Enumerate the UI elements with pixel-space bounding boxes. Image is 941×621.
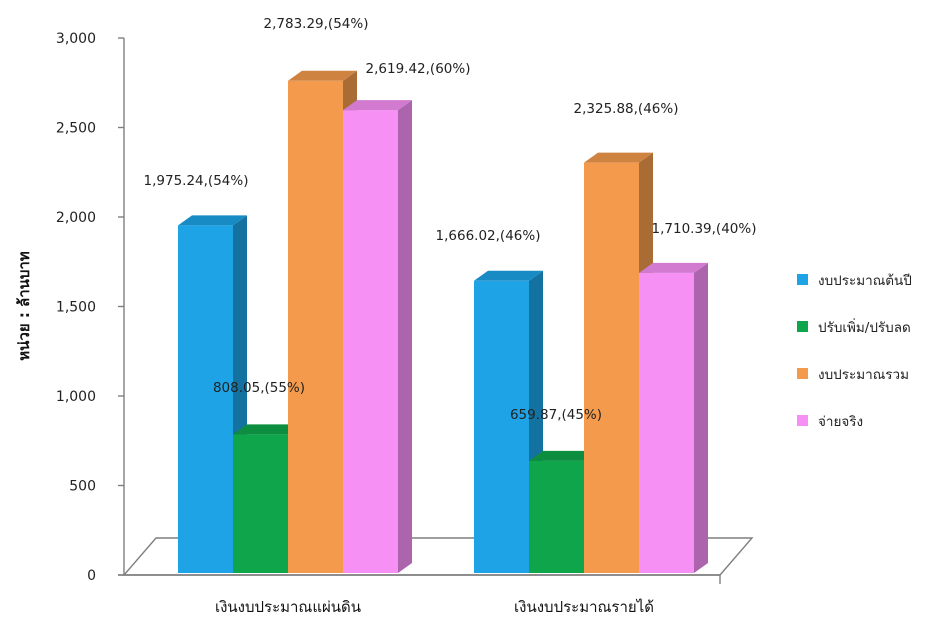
legend-label: งบประมาณต้นปี — [818, 273, 912, 289]
bar-top — [639, 262, 708, 273]
bar — [343, 110, 398, 574]
data-label: 2,619.42,(60%) — [366, 61, 471, 77]
x-tick-label: เงินงบประมาณแผ่นดิน — [215, 598, 361, 616]
data-label: 2,325.88,(46%) — [574, 101, 679, 117]
y-tick-label: 500 — [69, 479, 96, 495]
y-tick-label: 3,000 — [56, 31, 96, 47]
bar — [178, 225, 233, 573]
bar-top — [529, 450, 598, 461]
data-label: 1,975.24,(54%) — [144, 173, 249, 189]
y-tick-label: 2,500 — [56, 121, 96, 137]
y-tick-label: 1,500 — [56, 300, 96, 316]
x-tick-label: เงินงบประมาณรายได้ — [514, 598, 654, 616]
legend-label: งบประมาณรวม — [818, 367, 909, 383]
bar-top — [584, 152, 653, 163]
y-tick-label: 1,000 — [56, 389, 96, 405]
bar-top — [233, 424, 302, 435]
data-label: 2,783.29,(54%) — [264, 16, 369, 32]
legend-swatch — [797, 274, 808, 285]
bar-top — [343, 100, 412, 111]
y-axis-label: หน่วย : ล้านบาท — [15, 251, 33, 361]
legend-label: จ่ายจริง — [818, 414, 863, 430]
bar — [529, 460, 584, 573]
bar — [288, 80, 343, 574]
bar-top — [474, 270, 543, 281]
bar — [639, 272, 694, 573]
legend-swatch — [797, 321, 808, 332]
legend-swatch — [797, 415, 808, 426]
data-label: 659.87,(45%) — [510, 407, 602, 423]
bar-top — [288, 70, 357, 81]
legend-swatch — [797, 368, 808, 379]
bar-top — [178, 215, 247, 226]
bar-side — [694, 262, 708, 573]
data-label: 1,666.02,(46%) — [436, 228, 541, 244]
y-tick-label: 0 — [87, 568, 96, 584]
legend-label: ปรับเพิ่ม/ปรับลด — [818, 318, 911, 336]
data-label: 808.05,(55%) — [213, 380, 305, 396]
y-tick-label: 2,000 — [56, 210, 96, 226]
bar-side — [398, 100, 412, 574]
bar — [474, 280, 529, 573]
bar — [233, 434, 288, 573]
data-label: 1,710.39,(40%) — [652, 221, 757, 237]
bar — [584, 162, 639, 573]
